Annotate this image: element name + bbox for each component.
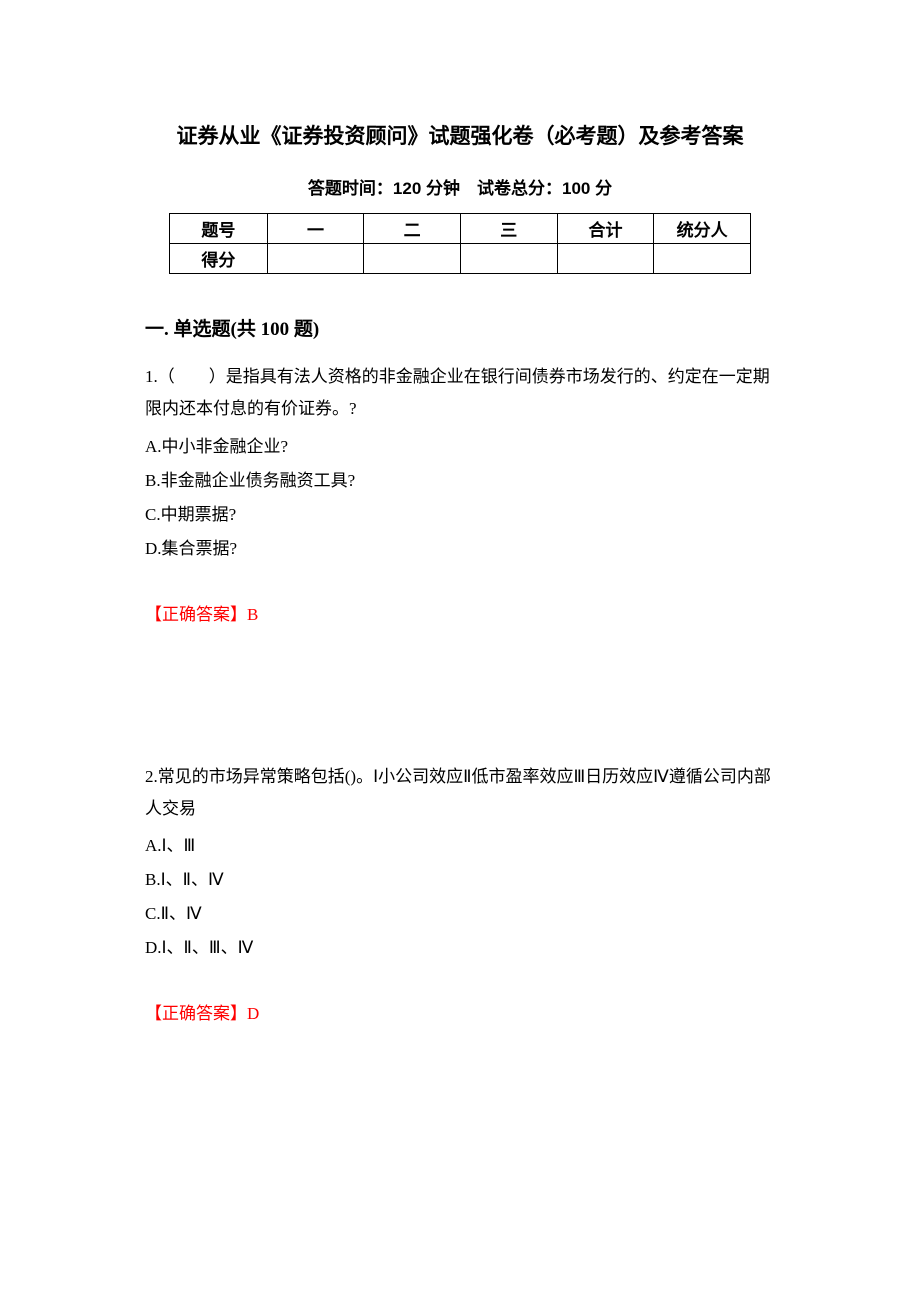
question-1: 1.（ ）是指具有法人资格的非金融企业在银行间债券市场发行的、约定在一定期限内还…: [145, 361, 775, 625]
correct-answer: 【正确答案】D: [145, 999, 775, 1024]
option-b: B.非金融企业债务融资工具?: [145, 464, 775, 498]
table-cell-score-scorer: [654, 244, 751, 274]
table-cell-score-one: [267, 244, 364, 274]
table-cell-header-one: 一: [267, 214, 364, 244]
question-text: 2.常见的市场异常策略包括()。Ⅰ小公司效应Ⅱ低市盈率效应Ⅲ日历效应Ⅳ遵循公司内…: [145, 761, 775, 826]
option-d: D.集合票据?: [145, 532, 775, 566]
option-b: B.Ⅰ、Ⅱ、Ⅳ: [145, 863, 775, 897]
document-subtitle: 答题时间：120 分钟 试卷总分：100 分: [145, 174, 775, 199]
option-a: A.Ⅰ、Ⅲ: [145, 829, 775, 863]
option-a: A.中小非金融企业?: [145, 430, 775, 464]
question-2: 2.常见的市场异常策略包括()。Ⅰ小公司效应Ⅱ低市盈率效应Ⅲ日历效应Ⅳ遵循公司内…: [145, 761, 775, 1025]
table-cell-score-total: [557, 244, 654, 274]
table-cell-score-label: 得分: [170, 244, 268, 274]
table-cell-header-three: 三: [460, 214, 557, 244]
table-row: 题号 一 二 三 合计 统分人: [170, 214, 751, 244]
score-table: 题号 一 二 三 合计 统分人 得分: [169, 213, 751, 274]
table-cell-header-total: 合计: [557, 214, 654, 244]
section-header: 一. 单选题(共 100 题): [145, 314, 775, 341]
table-cell-header-label: 题号: [170, 214, 268, 244]
table-cell-score-three: [460, 244, 557, 274]
option-d: D.Ⅰ、Ⅱ、Ⅲ、Ⅳ: [145, 931, 775, 965]
option-c: C.Ⅱ、Ⅳ: [145, 897, 775, 931]
spacer: [145, 661, 775, 761]
table-cell-header-two: 二: [364, 214, 461, 244]
option-c: C.中期票据?: [145, 498, 775, 532]
table-cell-header-scorer: 统分人: [654, 214, 751, 244]
question-text: 1.（ ）是指具有法人资格的非金融企业在银行间债券市场发行的、约定在一定期限内还…: [145, 361, 775, 426]
table-cell-score-two: [364, 244, 461, 274]
table-row: 得分: [170, 244, 751, 274]
correct-answer: 【正确答案】B: [145, 600, 775, 625]
document-title: 证券从业《证券投资顾问》试题强化卷（必考题）及参考答案: [145, 120, 775, 150]
